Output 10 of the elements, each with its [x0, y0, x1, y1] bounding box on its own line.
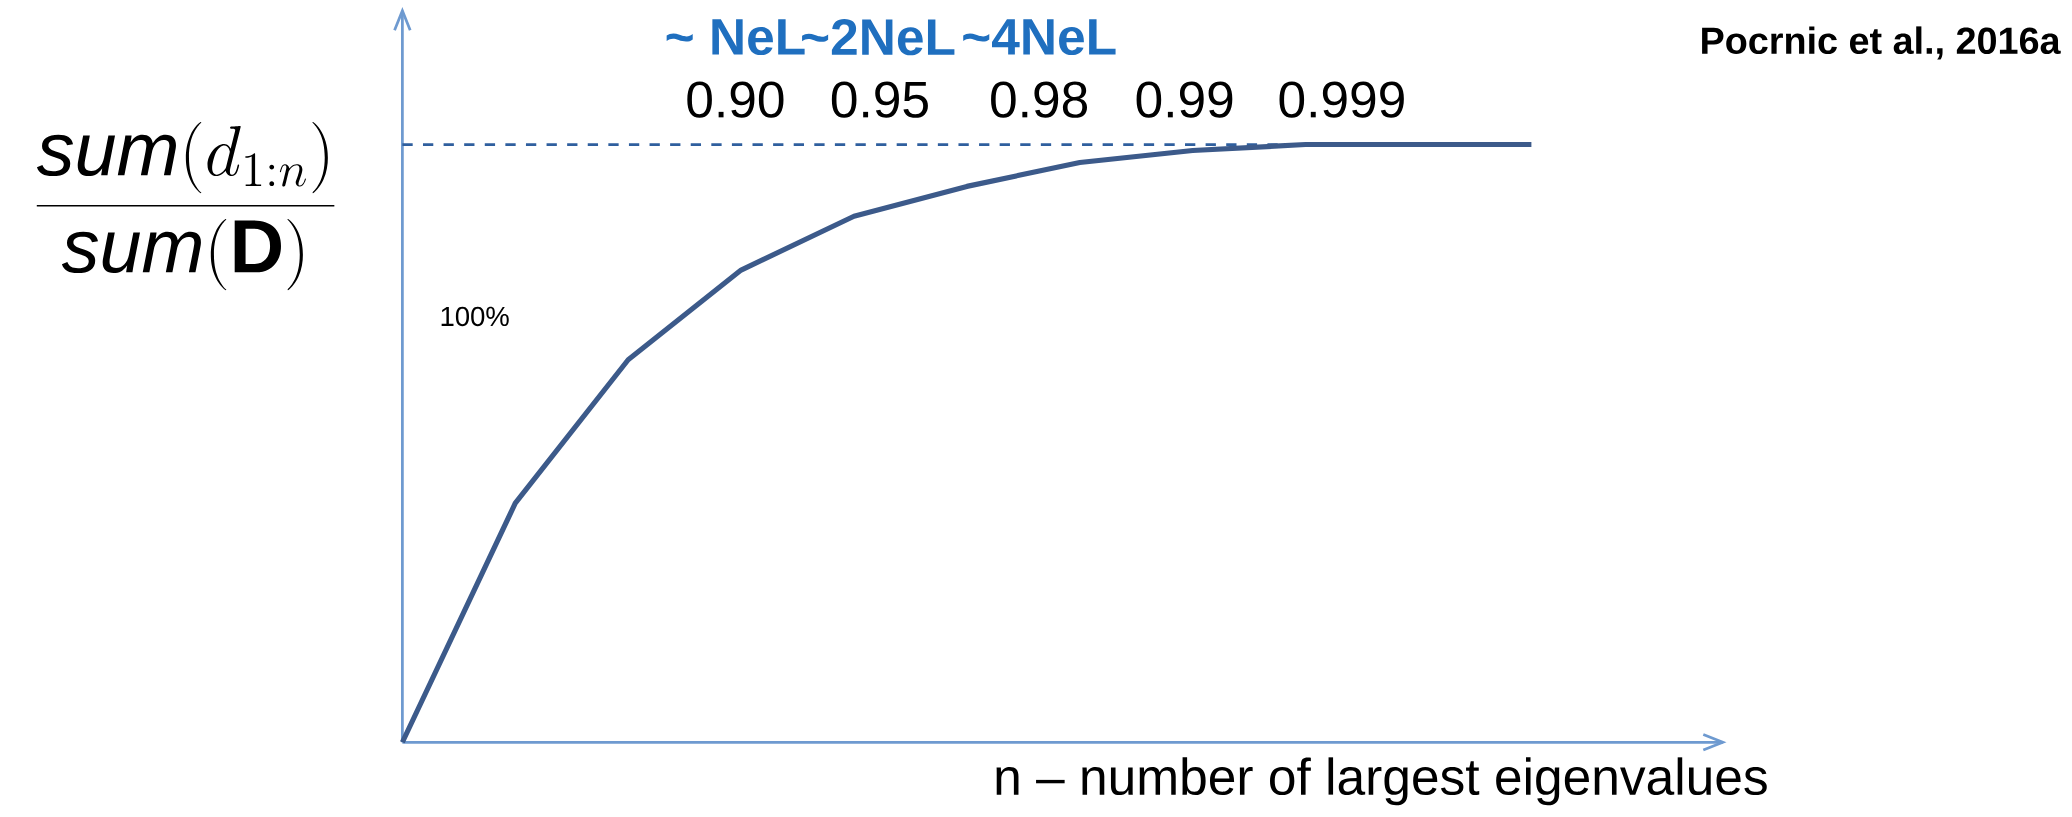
annotation: 100% — [441, 306, 509, 327]
text: ~4NeL — [963, 19, 1116, 56]
text: 0.99 — [1136, 81, 1233, 118]
text: 0.95 — [831, 81, 928, 118]
text: 0.98 — [991, 81, 1088, 118]
y-axis-title: $\frac{\mathit{sum}(d_{1:n})}{\mathit{sum}(\mathbf{D})}$ — [36, 122, 335, 291]
text: Pocrnic et al., 2016a — [1702, 26, 2061, 60]
text: 0.999 — [1279, 81, 1404, 118]
x-axis-title: n – number of largest eigenvalues — [996, 757, 1767, 806]
text: 0.90 — [687, 81, 784, 118]
